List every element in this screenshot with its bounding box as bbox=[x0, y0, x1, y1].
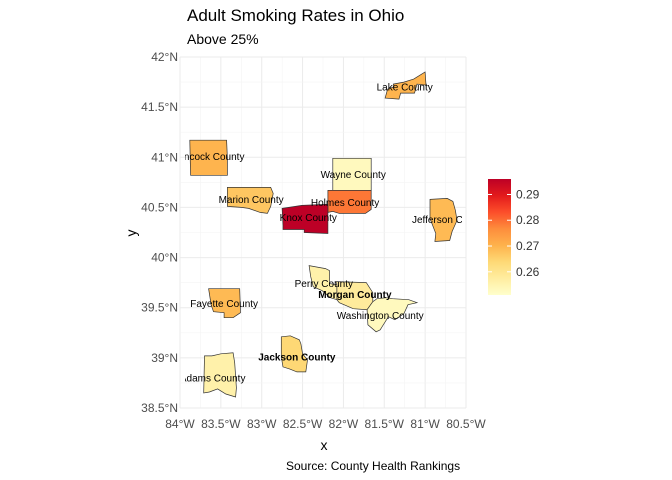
county-morgan-county bbox=[334, 281, 374, 311]
y-tick-label: 41.5°N bbox=[141, 100, 178, 114]
x-tick-label: 81°W bbox=[410, 417, 440, 431]
legend-colorbar bbox=[488, 179, 511, 295]
county-label: Lake County bbox=[377, 83, 433, 94]
x-tick-label: 84°W bbox=[165, 417, 195, 431]
county-polygons bbox=[189, 71, 458, 398]
y-tick-label: 41°N bbox=[151, 150, 178, 164]
county-label: Hancock County bbox=[171, 152, 244, 163]
x-tick-label: 81.5°W bbox=[365, 417, 405, 431]
county-lake-county bbox=[384, 71, 427, 100]
county-label: Fayette County bbox=[190, 299, 258, 310]
county-jefferson-county bbox=[429, 198, 458, 242]
county-label: Washington County bbox=[337, 311, 424, 322]
x-tick-label: 82.5°W bbox=[283, 417, 323, 431]
fill-legend: 0.26 0.27 0.28 0.29 bbox=[488, 179, 540, 295]
x-tick-label: 83°W bbox=[247, 417, 277, 431]
county-knox-county bbox=[281, 204, 329, 234]
legend-label: 0.29 bbox=[516, 187, 540, 201]
county-label: Adams County bbox=[180, 373, 246, 384]
y-tick-label: 42°N bbox=[151, 50, 178, 64]
y-axis-ticks: 42°N 41.5°N 41°N 40.5°N 40°N 39.5°N 39°N 38.5°N bbox=[141, 50, 178, 415]
county-label: Morgan County bbox=[318, 290, 392, 301]
legend-label: 0.27 bbox=[516, 239, 540, 253]
county-label: Marion County bbox=[219, 195, 284, 206]
y-tick-label: 39°N bbox=[151, 351, 178, 365]
y-tick-label: 39.5°N bbox=[141, 301, 178, 315]
y-axis-title: y bbox=[123, 230, 139, 237]
y-tick-label: 40°N bbox=[151, 251, 178, 265]
x-axis-ticks: 84°W 83.5°W 83°W 82.5°W 82°W 81.5°W 81°W 80.5°W bbox=[165, 417, 486, 431]
county-label: Holmes County bbox=[311, 198, 379, 209]
county-washington-county bbox=[366, 297, 419, 333]
x-tick-label: 82°W bbox=[329, 417, 359, 431]
county-fayette-county bbox=[208, 288, 241, 319]
county-label: Perry County bbox=[295, 279, 353, 290]
legend-label: 0.28 bbox=[516, 213, 540, 227]
county-marion-county bbox=[227, 187, 274, 214]
county-hancock-county bbox=[189, 139, 228, 176]
county-label: Jackson County bbox=[258, 352, 336, 363]
chart-title: Adult Smoking Rates in Ohio bbox=[187, 6, 405, 25]
y-tick-label: 38.5°N bbox=[141, 401, 178, 415]
county-perry-county bbox=[308, 265, 338, 301]
x-tick-label: 80.5°W bbox=[446, 417, 486, 431]
county-label: Knox County bbox=[280, 213, 337, 224]
county-adams-county bbox=[203, 352, 237, 398]
county-labels: Lake County Hancock County Wayne County Mar… bbox=[171, 83, 487, 385]
legend-ticks: 0.26 0.27 0.28 0.29 bbox=[488, 187, 540, 279]
x-tick-label: 83.5°W bbox=[201, 417, 241, 431]
legend-label: 0.26 bbox=[516, 265, 540, 279]
grid bbox=[179, 56, 467, 409]
x-axis-title: x bbox=[321, 437, 328, 453]
county-label: Jefferson County bbox=[412, 215, 487, 226]
county-label: Wayne County bbox=[321, 170, 386, 181]
county-holmes-county bbox=[327, 190, 372, 214]
y-tick-label: 40.5°N bbox=[141, 200, 178, 214]
chart-subtitle: Above 25% bbox=[187, 31, 259, 47]
chart-caption: Source: County Health Rankings bbox=[286, 459, 461, 473]
county-jackson-county bbox=[280, 335, 308, 373]
